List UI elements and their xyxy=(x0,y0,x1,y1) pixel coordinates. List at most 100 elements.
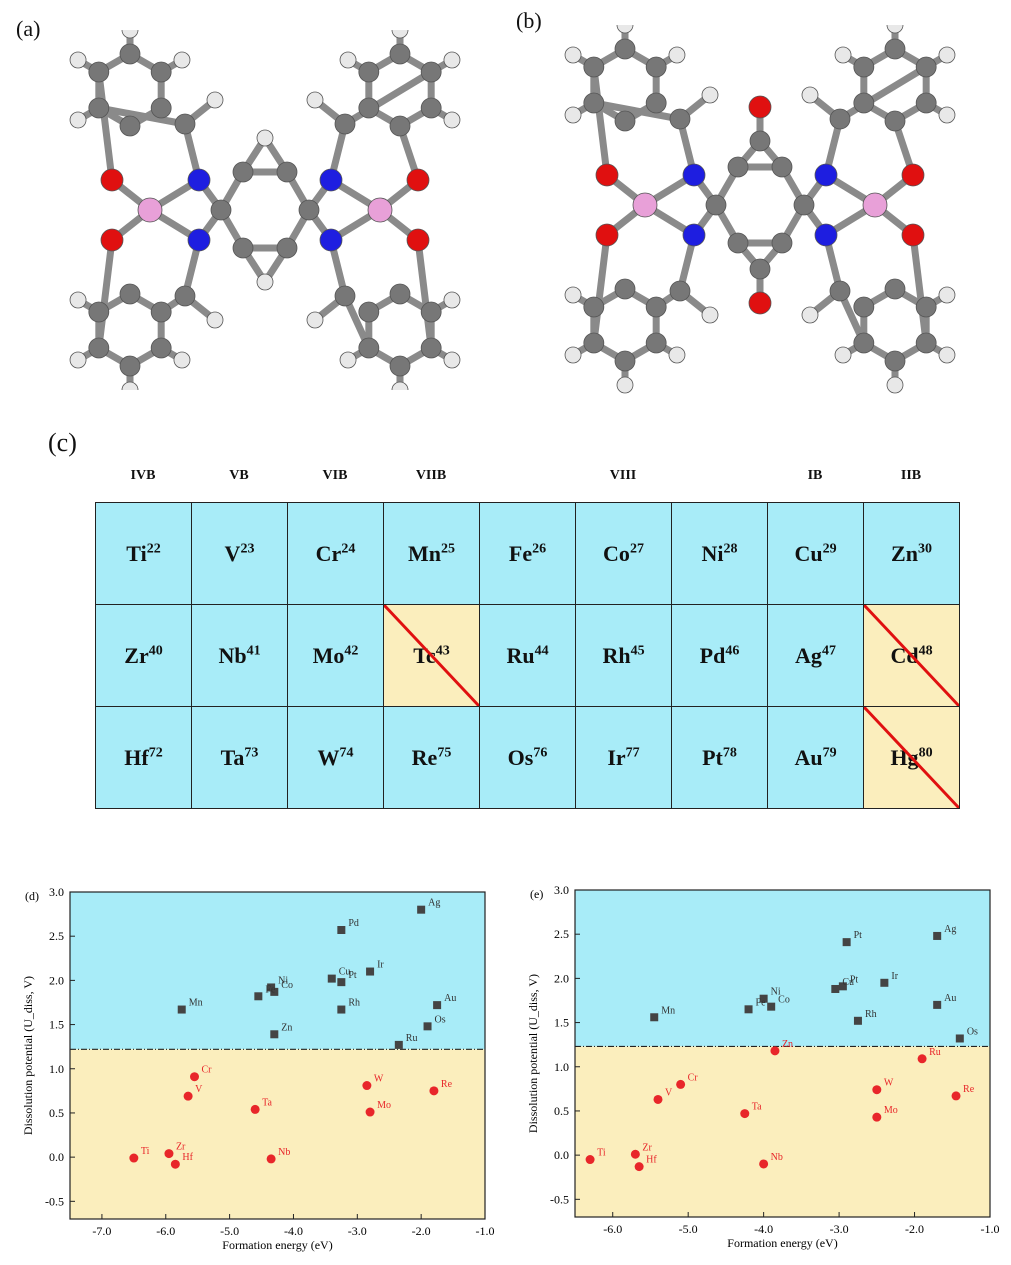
element-cell-zn: Zn30 xyxy=(863,502,960,605)
bond xyxy=(95,104,189,128)
oxygen-atom xyxy=(901,163,925,187)
carbon-atom xyxy=(771,232,793,254)
element-cell-cd: Cd48 xyxy=(863,604,960,707)
group-header-vib: VIB xyxy=(322,468,348,483)
y-tick-label: 1.5 xyxy=(554,1016,569,1030)
nitrogen-atom xyxy=(187,228,211,252)
y-tick-label: 2.0 xyxy=(49,973,64,987)
carbon-atom xyxy=(583,296,605,318)
carbon-atom xyxy=(853,296,875,318)
x-tick-label: -2.0 xyxy=(412,1224,431,1238)
carbon-atom xyxy=(727,232,749,254)
y-tick-label: 2.5 xyxy=(49,929,64,943)
data-label-pd: Pd xyxy=(348,918,359,929)
hydrogen-atom xyxy=(391,30,409,39)
hydrogen-atom xyxy=(206,311,224,329)
element-symbol: Pt xyxy=(702,744,723,770)
bond xyxy=(590,99,684,123)
data-point-pt xyxy=(337,978,346,987)
carbon-atom xyxy=(88,337,110,359)
data-label-v: V xyxy=(665,1087,673,1098)
bond xyxy=(590,63,611,179)
y-tick-label: 0.5 xyxy=(554,1104,569,1118)
plot-frame xyxy=(574,889,991,1218)
element-cell-mo: Mo42 xyxy=(287,604,384,707)
x-tick-label: -5.0 xyxy=(679,1222,698,1236)
element-symbol: Ti xyxy=(126,540,147,566)
carbon-atom xyxy=(334,113,356,135)
carbon-atom xyxy=(669,280,691,302)
hydrogen-atom xyxy=(443,291,461,309)
hydrogen-atom xyxy=(69,291,87,309)
data-point-cu xyxy=(327,974,336,983)
atomic-number: 80 xyxy=(918,745,933,761)
data-point-zn xyxy=(770,1046,780,1056)
carbon-atom xyxy=(150,301,172,323)
excluded-slash xyxy=(864,605,959,706)
carbon-atom xyxy=(853,92,875,114)
data-label-rh: Rh xyxy=(865,1009,877,1020)
carbon-atom xyxy=(276,237,298,259)
bond xyxy=(95,236,116,352)
x-axis-label: Formation energy (eV) xyxy=(727,1236,837,1250)
data-label-re: Re xyxy=(441,1079,453,1090)
hydrogen-atom xyxy=(938,106,956,124)
element-symbol: Mn xyxy=(408,540,441,566)
oxygen-atom xyxy=(406,228,430,252)
data-point-ta xyxy=(250,1104,260,1114)
carbon-atom xyxy=(727,156,749,178)
element-symbol: Pd xyxy=(699,642,726,668)
slash-line xyxy=(864,605,959,706)
data-label-mo: Mo xyxy=(377,1100,391,1111)
carbon-atom xyxy=(119,355,141,377)
carbon-atom xyxy=(358,97,380,119)
data-point-ir xyxy=(880,978,889,987)
atomic-number: 40 xyxy=(148,643,163,659)
element-cell-v: V23 xyxy=(191,502,288,605)
data-label-v: V xyxy=(195,1084,203,1095)
atomic-number: 47 xyxy=(821,643,836,659)
carbon-atom xyxy=(420,61,442,83)
data-point-mn xyxy=(177,1005,186,1014)
data-point-mn xyxy=(650,1013,659,1022)
hydrogen-atom xyxy=(938,346,956,364)
data-label-nb: Nb xyxy=(278,1147,290,1158)
element-cell-mn: Mn25 xyxy=(383,502,480,605)
atomic-number: 25 xyxy=(441,541,455,557)
data-label-ru: Ru xyxy=(929,1047,941,1058)
slash-line xyxy=(864,707,959,808)
hydrogen-atom xyxy=(564,346,582,364)
data-point-ti xyxy=(585,1155,595,1165)
hydrogen-atom xyxy=(668,346,686,364)
carbon-atom xyxy=(298,199,320,221)
data-label-hf: Hf xyxy=(646,1155,657,1166)
atomic-number: 30 xyxy=(917,541,932,557)
hydrogen-atom xyxy=(668,46,686,64)
table-row: Hf72 Ta73 W74 Re75 Os76 Ir77 Pt78 Au79 Hg80 xyxy=(95,706,960,809)
carbon-atom xyxy=(669,108,691,130)
carbon-atom xyxy=(645,56,667,78)
carbon-atom xyxy=(771,156,793,178)
bond xyxy=(909,231,930,347)
carbon-atom xyxy=(583,56,605,78)
stable-region xyxy=(70,892,485,1050)
x-tick-label: -1.0 xyxy=(981,1222,1000,1236)
data-label-zr: Zr xyxy=(642,1142,652,1153)
nitrogen-atom xyxy=(682,223,706,247)
data-label-zr: Zr xyxy=(176,1142,186,1153)
element-symbol: Fe xyxy=(508,540,533,566)
data-label-cu: Cu xyxy=(842,977,854,988)
unstable-region xyxy=(70,1049,485,1219)
element-symbol: Ru xyxy=(506,642,535,668)
hydrogen-atom xyxy=(69,351,87,369)
hydrogen-atom xyxy=(834,46,852,64)
atomic-number: 46 xyxy=(725,643,740,659)
data-point-mo xyxy=(872,1112,882,1122)
carbon-atom xyxy=(853,332,875,354)
data-point-v xyxy=(653,1094,663,1104)
element-symbol: Nb xyxy=(218,642,247,668)
hydrogen-atom xyxy=(886,25,904,34)
element-cell-ir: Ir77 xyxy=(575,706,672,809)
hydrogen-atom xyxy=(886,376,904,394)
data-label-zn: Zn xyxy=(782,1039,793,1050)
